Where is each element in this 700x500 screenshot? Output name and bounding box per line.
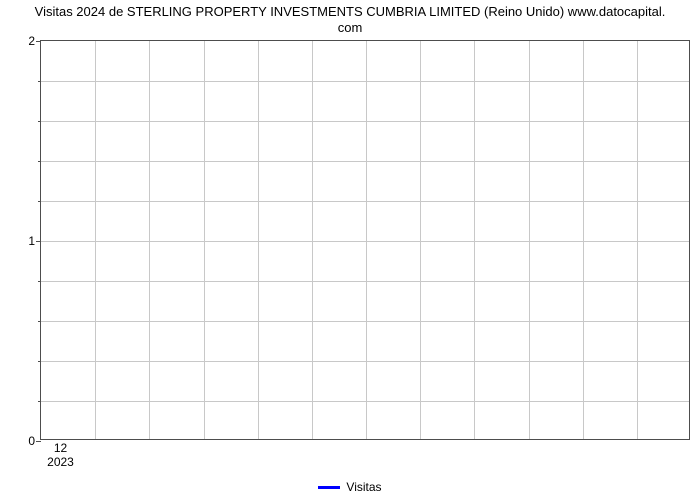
gridline-horizontal-minor — [41, 161, 689, 162]
ytick-mark — [36, 441, 41, 442]
gridline-vertical — [204, 41, 205, 439]
ytick-label: 1 — [28, 234, 35, 248]
gridline-horizontal-minor — [41, 281, 689, 282]
ytick-minor — [38, 281, 41, 282]
chart-title-line1: Visitas 2024 de STERLING PROPERTY INVEST… — [35, 4, 666, 19]
ytick-minor — [38, 361, 41, 362]
ytick-label: 2 — [28, 34, 35, 48]
ytick-minor — [38, 321, 41, 322]
gridline-horizontal-minor — [41, 321, 689, 322]
gridline-horizontal-minor — [41, 201, 689, 202]
gridline-horizontal-minor — [41, 401, 689, 402]
ytick-minor — [38, 201, 41, 202]
gridline-vertical — [258, 41, 259, 439]
ytick-label: 0 — [28, 434, 35, 448]
gridline-horizontal-minor — [41, 81, 689, 82]
gridline-horizontal — [41, 241, 689, 242]
ytick-minor — [38, 121, 41, 122]
chart-title: Visitas 2024 de STERLING PROPERTY INVEST… — [0, 4, 700, 37]
ytick-minor — [38, 161, 41, 162]
plot-area: 012122023 — [40, 40, 690, 440]
xtick-label: 12 — [54, 441, 67, 455]
ytick-minor — [38, 81, 41, 82]
ytick-mark — [36, 241, 41, 242]
gridline-vertical — [637, 41, 638, 439]
gridline-vertical — [366, 41, 367, 439]
gridline-vertical — [95, 41, 96, 439]
legend-swatch — [318, 486, 340, 489]
gridline-vertical — [312, 41, 313, 439]
legend: Visitas — [0, 479, 700, 494]
gridline-vertical — [149, 41, 150, 439]
legend-label: Visitas — [346, 480, 381, 494]
ytick-mark — [36, 41, 41, 42]
x-sub-label: 2023 — [47, 455, 74, 469]
gridline-vertical — [529, 41, 530, 439]
gridline-vertical — [583, 41, 584, 439]
chart-container: Visitas 2024 de STERLING PROPERTY INVEST… — [0, 0, 700, 500]
gridline-vertical — [420, 41, 421, 439]
gridline-horizontal-minor — [41, 361, 689, 362]
chart-title-line2: com — [338, 20, 363, 35]
ytick-minor — [38, 401, 41, 402]
gridline-vertical — [474, 41, 475, 439]
gridline-horizontal-minor — [41, 121, 689, 122]
